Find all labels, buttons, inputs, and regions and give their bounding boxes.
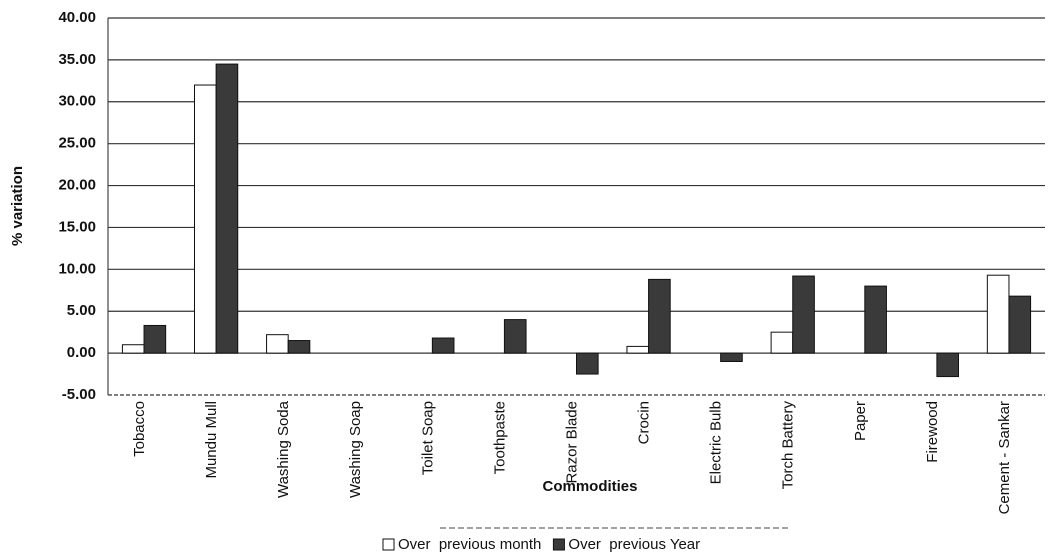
bar [792, 275, 815, 354]
y-tick-label: -5.00 [62, 386, 96, 403]
y-tick-label: 15.00 [58, 218, 96, 235]
y-axis-title: % variation [9, 166, 26, 246]
bar [215, 63, 239, 354]
bar [720, 352, 743, 362]
x-tick-label: Toilet Soap [419, 401, 436, 475]
bar [266, 334, 289, 354]
bar [770, 331, 794, 354]
y-tick-label: 40.00 [58, 9, 96, 26]
x-tick-label: Torch Battery [780, 401, 797, 490]
bar [287, 340, 311, 354]
x-tick-label: Paper [852, 401, 869, 441]
bar [143, 324, 167, 354]
y-tick-label: 35.00 [58, 51, 96, 68]
x-tick-label: Washing Soda [275, 400, 292, 498]
bar [193, 84, 217, 354]
x-tick-label: Tobacco [131, 401, 148, 457]
bar [986, 274, 1010, 354]
bar [503, 319, 527, 354]
x-tick-label: Firewood [924, 401, 941, 463]
x-axis-title: Commodities [542, 478, 637, 495]
x-tick-label: Electric Bulb [708, 401, 725, 484]
bar [864, 285, 887, 354]
y-tick-label: 5.00 [67, 302, 96, 319]
legend-swatch [382, 538, 395, 551]
bar [626, 345, 650, 354]
bar [121, 344, 145, 354]
x-tick-label: Toothpaste [491, 401, 508, 474]
bar [431, 337, 455, 354]
bar [648, 278, 671, 354]
y-tick-label: 30.00 [58, 93, 96, 110]
x-tick-label: Cement - Sankar [996, 401, 1013, 514]
y-tick-label: 20.00 [58, 177, 96, 194]
y-tick-label: 0.00 [67, 344, 96, 361]
legend-label: Over previous Year [568, 536, 700, 553]
x-tick-label: Washing Soap [347, 401, 364, 498]
bar [576, 352, 599, 375]
bar [936, 352, 960, 378]
legend-label: Over previous month [398, 536, 541, 553]
y-tick-label: 10.00 [58, 260, 96, 277]
x-tick-label: Crocin [636, 401, 653, 444]
x-tick-label: Mundu Mull [203, 401, 220, 479]
x-tick-label: Razor Blade [563, 401, 580, 484]
bar [1008, 295, 1032, 354]
y-tick-label: 25.00 [58, 135, 96, 152]
legend-swatch [552, 538, 565, 551]
